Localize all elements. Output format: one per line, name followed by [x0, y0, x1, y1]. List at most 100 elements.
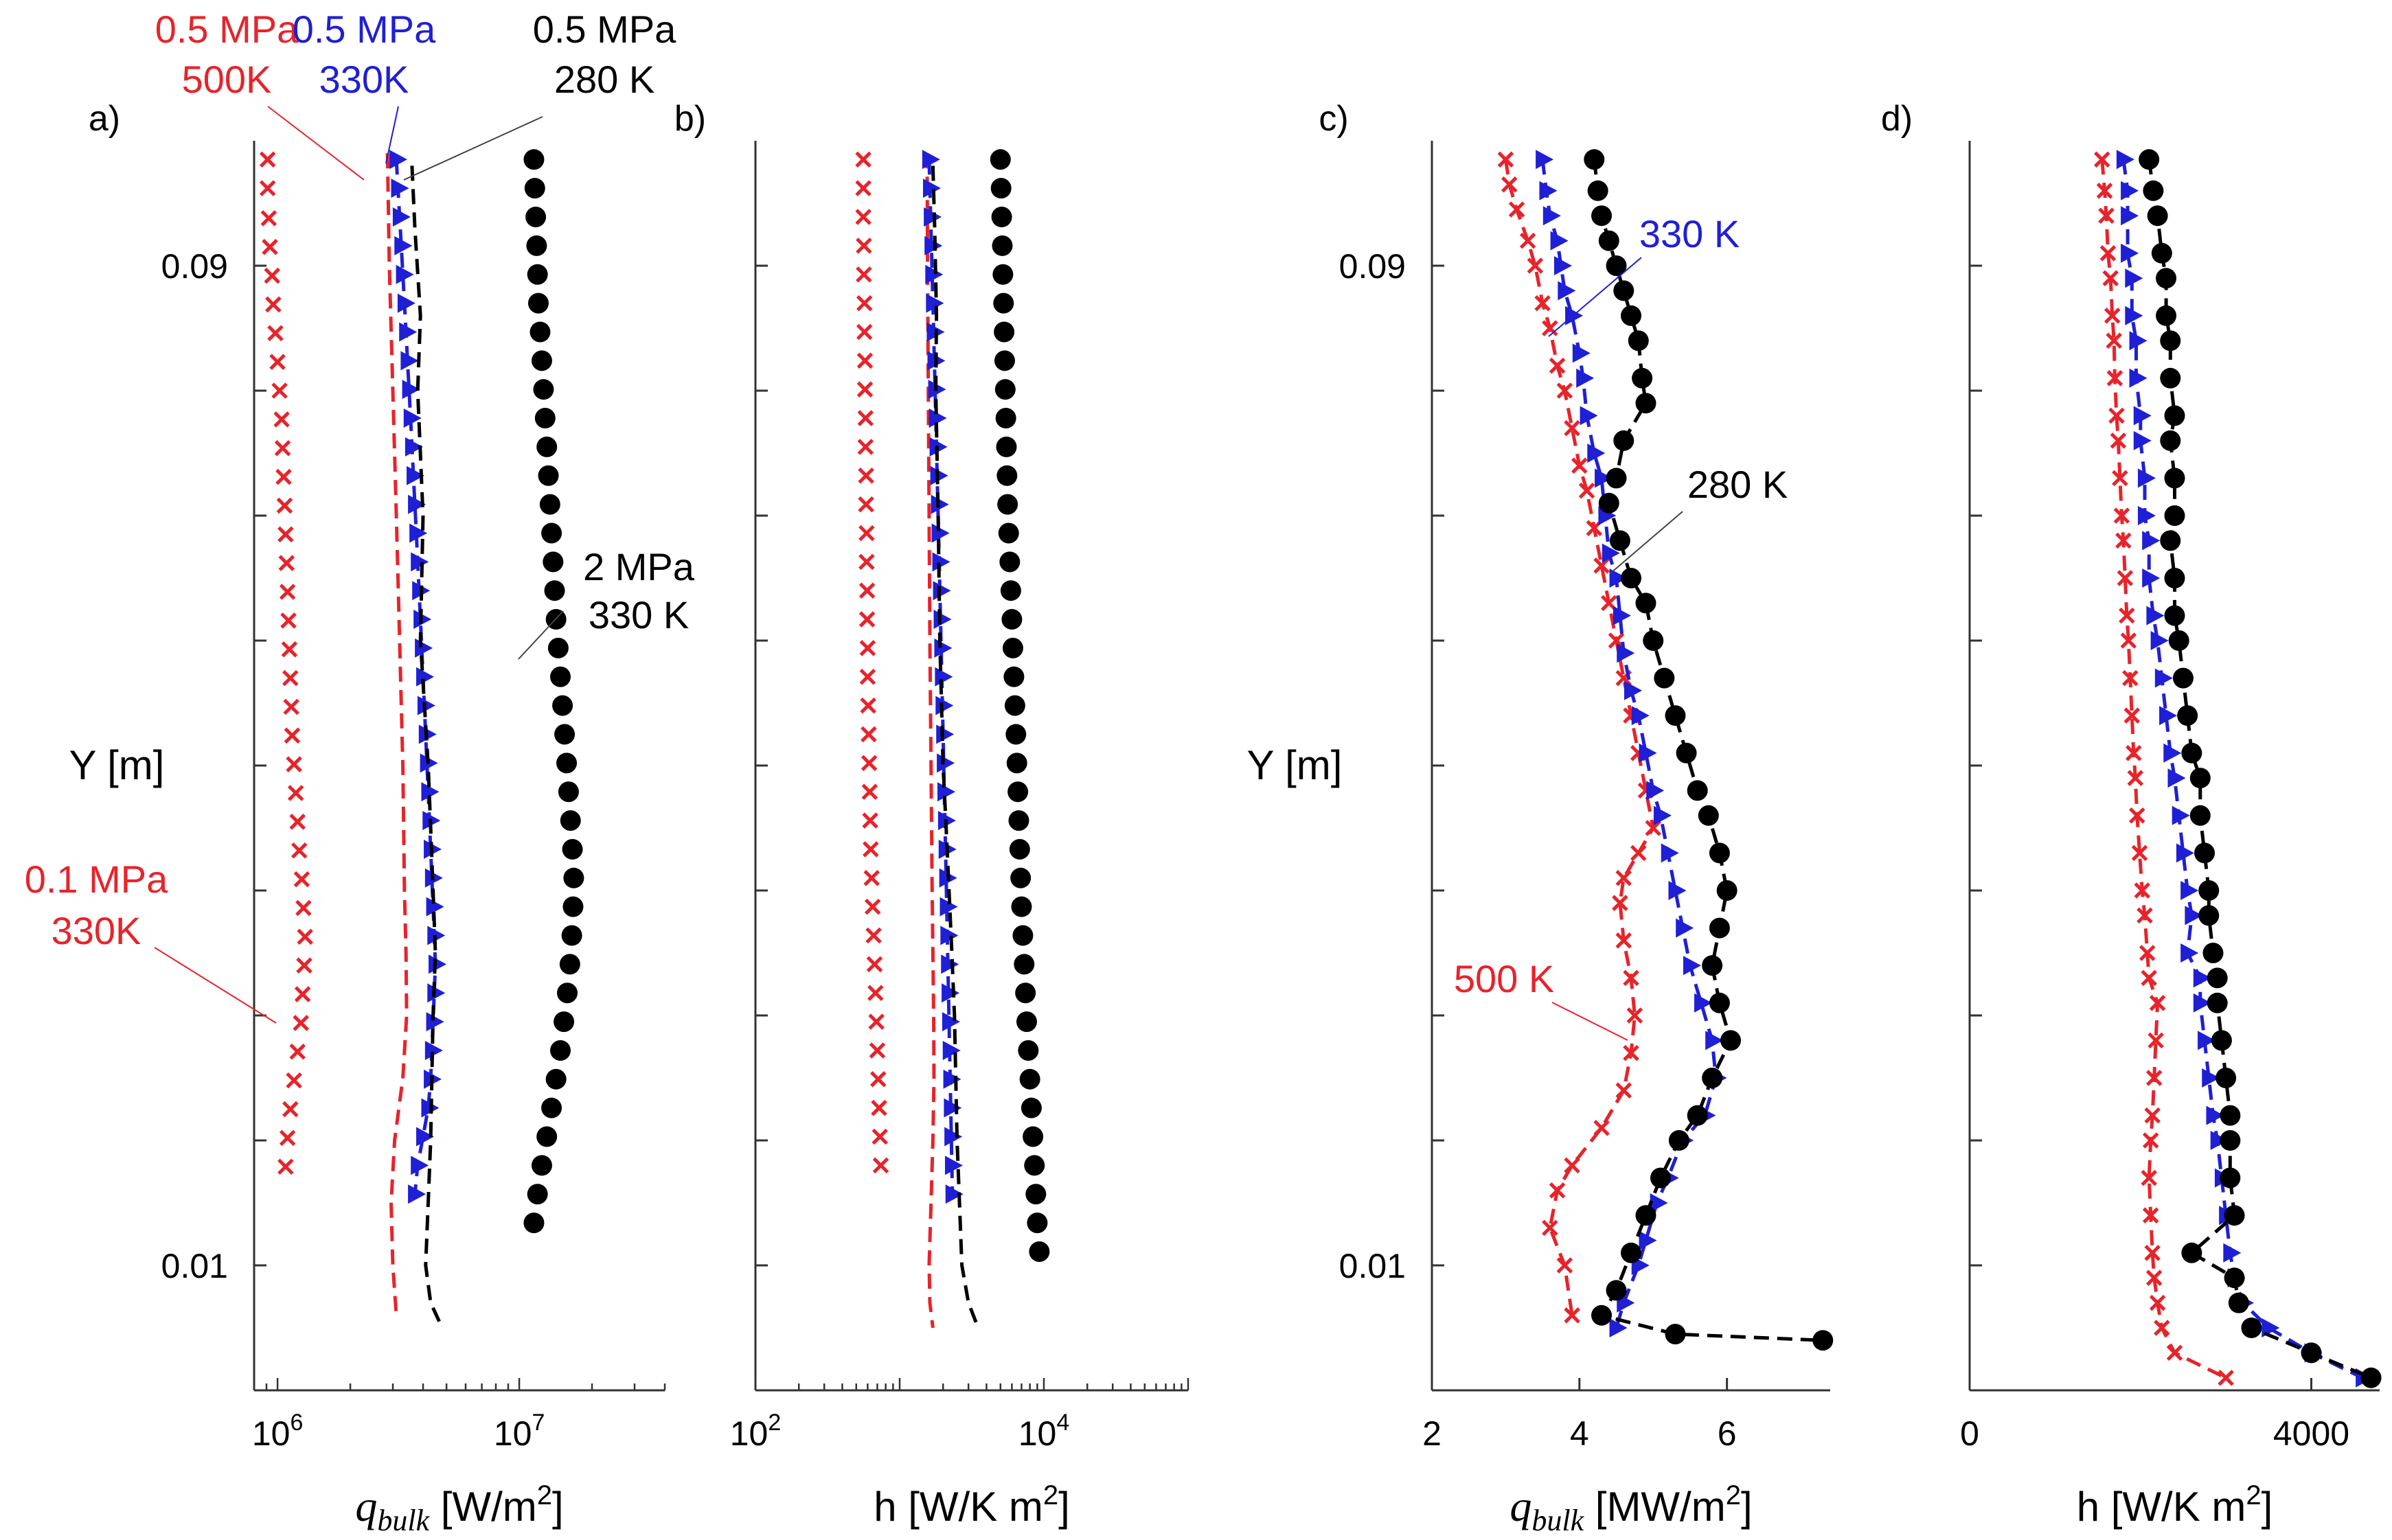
marker-x — [2120, 632, 2137, 649]
marker-circle — [2216, 1068, 2237, 1088]
marker-x — [2131, 844, 2148, 862]
x-axis-label: h [W/K m2] — [874, 1480, 1070, 1530]
marker-x — [264, 267, 281, 284]
marker-x — [1549, 357, 1566, 374]
marker-x-stroke — [265, 296, 282, 313]
annotation-label: 0.5 MPa — [533, 8, 676, 51]
x-label-text: h [W/K m — [874, 1484, 1043, 1530]
marker-x-stroke — [295, 899, 312, 917]
marker-triangle — [417, 696, 435, 715]
marker-triangle — [2163, 743, 2182, 763]
marker-circle — [2160, 430, 2181, 451]
marker-x-stroke — [1601, 595, 1617, 612]
marker-x — [2218, 1370, 2234, 1386]
series-line-2 — [1592, 159, 1823, 1342]
marker-circle — [562, 838, 583, 860]
marker-circle — [1016, 1011, 1037, 1033]
marker-triangle — [1576, 368, 1595, 388]
marker-x — [856, 381, 874, 398]
marker-circle — [1654, 667, 1675, 689]
marker-x-stroke — [293, 871, 310, 888]
marker-x-stroke — [858, 496, 874, 513]
marker-triangle — [2146, 606, 2165, 625]
marker-circle — [1628, 330, 1649, 352]
x-label-unit: [MW/m — [1584, 1484, 1726, 1530]
marker-x-stroke — [856, 323, 873, 341]
marker-x-stroke — [2145, 1070, 2163, 1086]
marker-triangle — [931, 523, 950, 543]
marker-x — [866, 956, 883, 973]
marker-x — [294, 986, 311, 1002]
marker-triangle — [942, 1012, 960, 1032]
marker-x — [259, 180, 276, 196]
marker-triangle — [1668, 881, 1687, 900]
marker-circle — [1003, 666, 1025, 687]
marker-triangle — [1617, 643, 1635, 663]
marker-circle — [1011, 896, 1032, 917]
marker-triangle — [1595, 468, 1613, 488]
marker-circle — [2160, 530, 2181, 551]
marker-x — [1564, 420, 1580, 437]
marker-circle — [2224, 1267, 2245, 1289]
marker-triangle — [1683, 956, 1701, 976]
marker-x-stroke — [1626, 1007, 1643, 1024]
marker-x — [282, 669, 299, 687]
marker-x-stroke — [856, 381, 874, 398]
marker-x — [295, 899, 312, 917]
marker-circle — [1702, 1068, 1723, 1088]
marker-triangle — [408, 1184, 426, 1204]
marker-circle — [1010, 867, 1032, 888]
marker-circle — [994, 350, 1015, 371]
marker-x — [869, 1042, 886, 1059]
marker-x — [279, 1129, 296, 1147]
marker-triangle — [421, 782, 440, 802]
x-label-text: h [W/K m — [2077, 1484, 2246, 1530]
marker-x — [273, 411, 290, 428]
marker-circle — [999, 551, 1021, 573]
marker-circle — [560, 810, 581, 831]
marker-triangle — [933, 610, 952, 630]
x-tick-exponent: 4 — [1056, 1410, 1069, 1436]
marker-circle — [1024, 1155, 1045, 1176]
marker-circle — [997, 494, 1018, 515]
x-tick-label: 106 — [252, 1410, 304, 1453]
marker-x — [1615, 1082, 1632, 1099]
marker-triangle — [429, 954, 447, 974]
marker-x-stroke — [1542, 1219, 1558, 1237]
x-tick-exponent: 6 — [290, 1410, 303, 1436]
marker-triangle — [2159, 706, 2178, 726]
marker-x — [858, 525, 875, 542]
marker-x-stroke — [2108, 407, 2125, 424]
marker-x-stroke — [2144, 1107, 2161, 1124]
marker-triangle — [2202, 1068, 2220, 1088]
marker-x-stroke — [861, 755, 878, 772]
marker-x-stroke — [282, 1101, 299, 1118]
marker-x — [293, 871, 310, 888]
marker-triangle — [1558, 281, 1576, 301]
marker-x — [267, 325, 284, 342]
marker-x — [2149, 1294, 2166, 1311]
x-tick-base: 10 — [252, 1414, 291, 1453]
marker-x-stroke — [289, 1044, 306, 1060]
marker-x-stroke — [855, 151, 872, 168]
marker-x — [2139, 945, 2156, 961]
marker-x-stroke — [2106, 332, 2122, 349]
marker-triangle — [2150, 631, 2169, 650]
marker-circle — [552, 695, 573, 716]
annotation-label: 330K — [319, 58, 409, 101]
marker-circle — [2198, 880, 2220, 901]
marker-circle — [1709, 917, 1730, 939]
marker-circle — [991, 207, 1012, 228]
marker-x — [2148, 1032, 2164, 1049]
x-label-symbol: q — [355, 1482, 377, 1530]
marker-triangle — [930, 466, 948, 485]
marker-x-stroke — [858, 525, 875, 542]
x-label-close: ] — [552, 1484, 564, 1530]
marker-x — [2145, 1269, 2163, 1286]
marker-x — [2134, 882, 2151, 899]
marker-circle — [1029, 1241, 1050, 1262]
marker-circle — [1606, 1280, 1627, 1301]
marker-circle — [2220, 1105, 2241, 1126]
marker-x-stroke — [2137, 907, 2153, 924]
